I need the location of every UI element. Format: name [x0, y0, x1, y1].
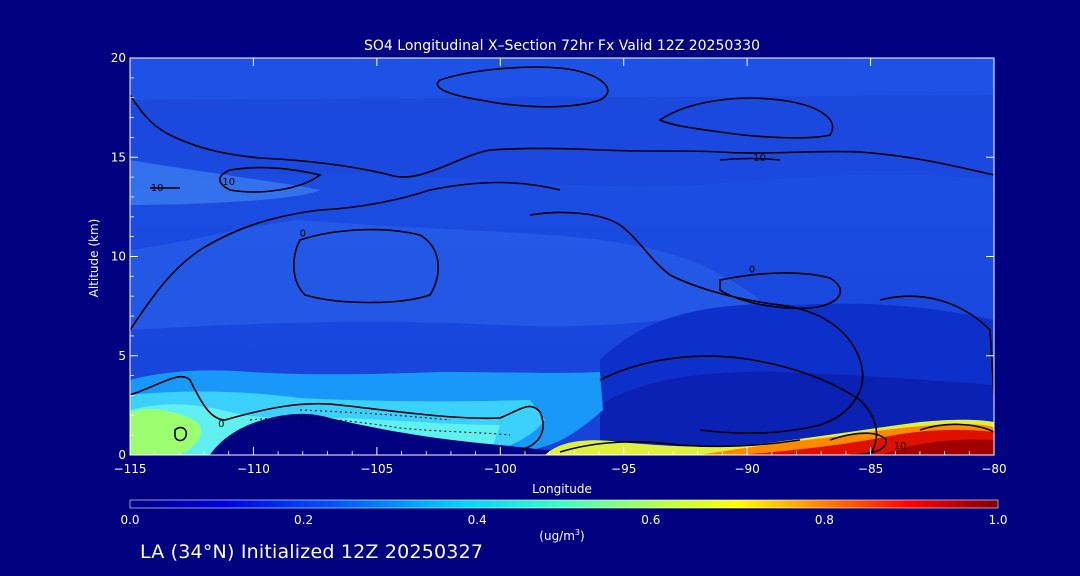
- colorbar-label: (ug/m3): [539, 528, 584, 543]
- contour-label: 0: [300, 229, 306, 240]
- contour-line: [130, 94, 994, 178]
- contour-line: [559, 439, 801, 453]
- x-tick-label: −115: [114, 462, 147, 476]
- contour-line: [529, 211, 864, 435]
- colorbar-label-end: ): [580, 529, 585, 543]
- colorbar-label-sup: 3: [575, 528, 580, 537]
- x-tick-label: −110: [237, 462, 270, 476]
- y-tick-label: 5: [118, 349, 126, 363]
- contour-line: [293, 228, 439, 304]
- x-axis: −115 −110 −105 −100 −95 −90 −85 −80: [114, 58, 1007, 476]
- contour-line: [658, 97, 834, 139]
- colorbar: [129, 499, 999, 509]
- contour-label: 10: [222, 177, 235, 188]
- field-band-light: [130, 160, 320, 205]
- contour-line: [130, 181, 561, 331]
- contour-line: [130, 375, 544, 451]
- contour-line: [829, 432, 887, 455]
- terrain: [210, 413, 600, 455]
- contour-label: 10: [894, 441, 907, 452]
- x-tick-label: −90: [734, 462, 759, 476]
- contour-line: [719, 272, 842, 310]
- dotted-contours: [249, 409, 511, 436]
- plot-area: 10 10 0 10 0 0 10: [130, 58, 994, 455]
- footer-caption: LA (34°N) Initialized 12Z 20250327: [140, 541, 484, 563]
- contour-label: 0: [749, 264, 755, 275]
- field-band-mid: [130, 220, 760, 330]
- contour-line-dotted: [249, 417, 511, 436]
- colorbar-label-main: (ug/m: [539, 529, 575, 543]
- x-tick-label: −80: [981, 462, 1006, 476]
- contour-line: [599, 355, 878, 455]
- contour-label: 0: [218, 419, 224, 430]
- x-tick-label: −105: [360, 462, 393, 476]
- colorbar-tick-label: 1.0: [988, 513, 1007, 527]
- contour-labels: 10 10 0 10 0 0 10: [151, 153, 907, 452]
- colorbar-tick-label: 0.4: [468, 513, 487, 527]
- x-tick-label: −100: [484, 462, 517, 476]
- chart-title: SO4 Longitudinal X–Section 72hr Fx Valid…: [364, 38, 760, 54]
- y-tick-label: 20: [111, 51, 126, 65]
- colorbar-ticks: 0.0 0.2 0.4 0.6 0.8 1.0: [120, 513, 1007, 527]
- contour-line: [719, 157, 781, 161]
- contour-label: 10: [151, 183, 164, 194]
- contour-line: [919, 423, 994, 433]
- colorbar-tick-label: 0.6: [641, 513, 660, 527]
- contour-line: [219, 166, 322, 193]
- x-tick-label: −95: [611, 462, 636, 476]
- y-axis: 0 5 10 15 20: [111, 51, 994, 462]
- contour-lines: [130, 66, 994, 455]
- plume-green: [130, 409, 201, 455]
- y-tick-label: 15: [111, 150, 126, 164]
- x-tick-label: −85: [858, 462, 883, 476]
- colorbar-tick-label: 0.2: [294, 513, 313, 527]
- contour-line: [436, 66, 609, 108]
- y-axis-label: Altitude (km): [87, 219, 101, 298]
- y-tick-label: 0: [118, 448, 126, 462]
- contour-line: [879, 295, 994, 396]
- colorbar-tick-label: 0.8: [815, 513, 834, 527]
- contour-line: [174, 426, 188, 442]
- y-tick-label: 10: [111, 250, 126, 264]
- contour-label: 10: [753, 153, 766, 164]
- x-axis-label: Longitude: [532, 482, 592, 496]
- colorbar-tick-label: 0.0: [120, 513, 139, 527]
- contour-line-dotted: [299, 409, 451, 421]
- surface-plume-darkred: [880, 439, 994, 455]
